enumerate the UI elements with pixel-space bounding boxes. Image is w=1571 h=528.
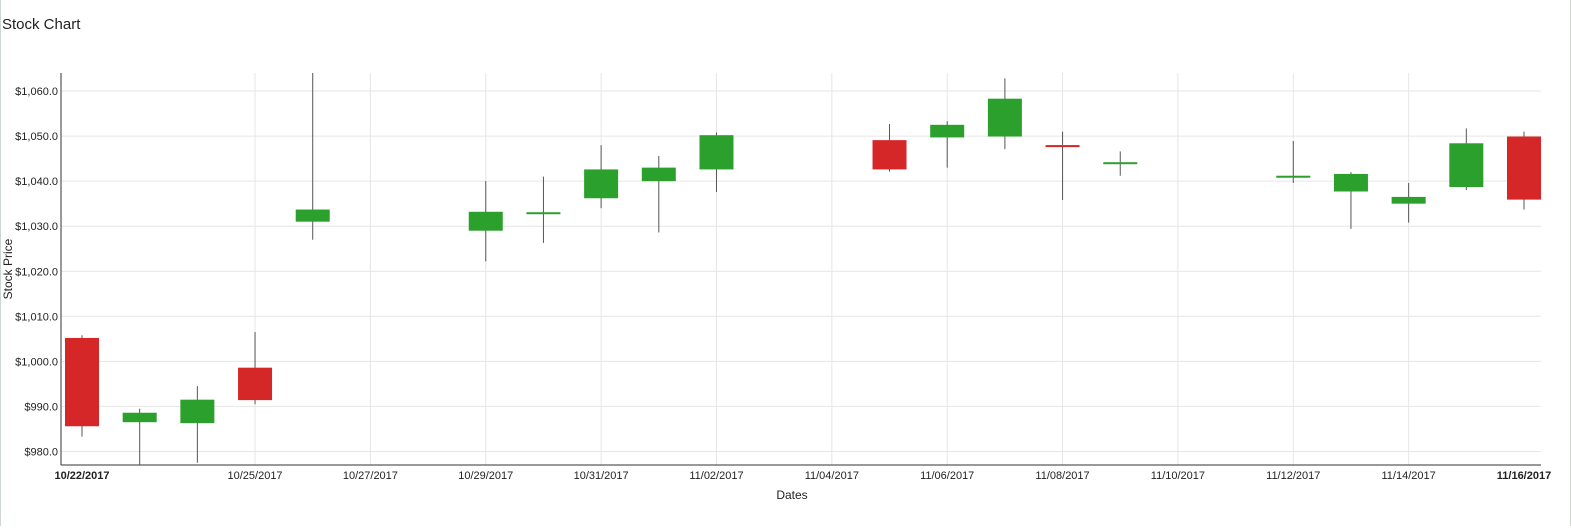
candle <box>1276 141 1311 183</box>
x-tick-label: 11/04/2017 <box>805 470 859 482</box>
y-tick-label: $1,000.0 <box>15 356 58 368</box>
candle-body-up <box>987 98 1022 137</box>
candle <box>238 332 273 405</box>
candle <box>468 181 503 262</box>
candle-body-down <box>1045 145 1080 148</box>
candle-body-up <box>295 209 330 222</box>
candle <box>1103 151 1138 176</box>
x-tick-label: 10/25/2017 <box>228 470 283 482</box>
x-tick-label: 10/22/2017 <box>54 470 109 482</box>
candle-body-up <box>1333 173 1368 192</box>
y-tick-label: $1,040.0 <box>15 176 58 188</box>
candle <box>180 386 215 463</box>
candles <box>65 73 1541 465</box>
x-tick-label: 11/10/2017 <box>1151 470 1205 482</box>
x-tick-label: 11/12/2017 <box>1266 470 1320 482</box>
y-tick-label: $1,060.0 <box>15 86 58 98</box>
candle <box>699 132 734 192</box>
y-axis-label: Stock Price <box>1 238 15 299</box>
candle <box>930 121 965 168</box>
x-tick-label: 11/16/2017 <box>1497 470 1551 482</box>
candle-body-up <box>122 412 157 423</box>
candle <box>526 176 561 243</box>
x-tick-label: 11/06/2017 <box>920 470 974 482</box>
x-tick-label: 10/31/2017 <box>574 470 629 482</box>
y-tick-label: $1,020.0 <box>15 266 58 278</box>
x-tick-label: 11/08/2017 <box>1035 470 1089 482</box>
axis-tick-labels: $980.0 $990.0 $1,000.0 $1,010.0 $1,020.0 $1,0… <box>15 86 1551 482</box>
candle <box>1507 131 1541 210</box>
candle <box>987 78 1022 150</box>
candle <box>872 123 907 172</box>
candle-body-up <box>1449 143 1484 187</box>
x-tick-label: 10/27/2017 <box>343 470 398 482</box>
y-tick-label: $990.0 <box>24 401 58 413</box>
candle-body-down <box>238 367 273 401</box>
candle-body-up <box>699 135 734 170</box>
candle-body-up <box>180 399 215 424</box>
candle <box>1449 128 1484 191</box>
axes <box>60 73 1541 466</box>
candle-body-up <box>1276 175 1311 178</box>
y-tick-label: $1,050.0 <box>15 131 58 143</box>
candle <box>122 408 157 465</box>
candle <box>641 155 676 233</box>
candle <box>584 145 619 209</box>
candle-body-up <box>526 212 561 215</box>
candle-body-down <box>65 337 99 427</box>
candle-body-up <box>584 169 619 199</box>
candle-body-down <box>872 140 907 170</box>
candle-body-up <box>1103 162 1138 165</box>
candle <box>1391 182 1426 223</box>
candle-body-up <box>1391 196 1426 204</box>
candle-body-up <box>641 167 676 182</box>
candle-body-up <box>468 211 503 231</box>
candle-body-down <box>1507 136 1541 200</box>
x-tick-label: 11/02/2017 <box>689 470 743 482</box>
candle <box>1333 172 1368 229</box>
candle <box>65 335 99 437</box>
x-axis-label: Dates <box>776 488 807 502</box>
chart-title: Stock Chart <box>2 16 81 33</box>
grid-lines <box>61 73 1541 465</box>
y-tick-label: $1,030.0 <box>15 221 58 233</box>
y-tick-label: $980.0 <box>24 446 58 458</box>
y-tick-label: $1,010.0 <box>15 311 58 323</box>
x-tick-label: 11/14/2017 <box>1382 470 1436 482</box>
x-tick-label: 10/29/2017 <box>458 470 513 482</box>
candle <box>295 73 330 240</box>
candle-body-up <box>930 124 965 138</box>
candle <box>1045 131 1080 201</box>
